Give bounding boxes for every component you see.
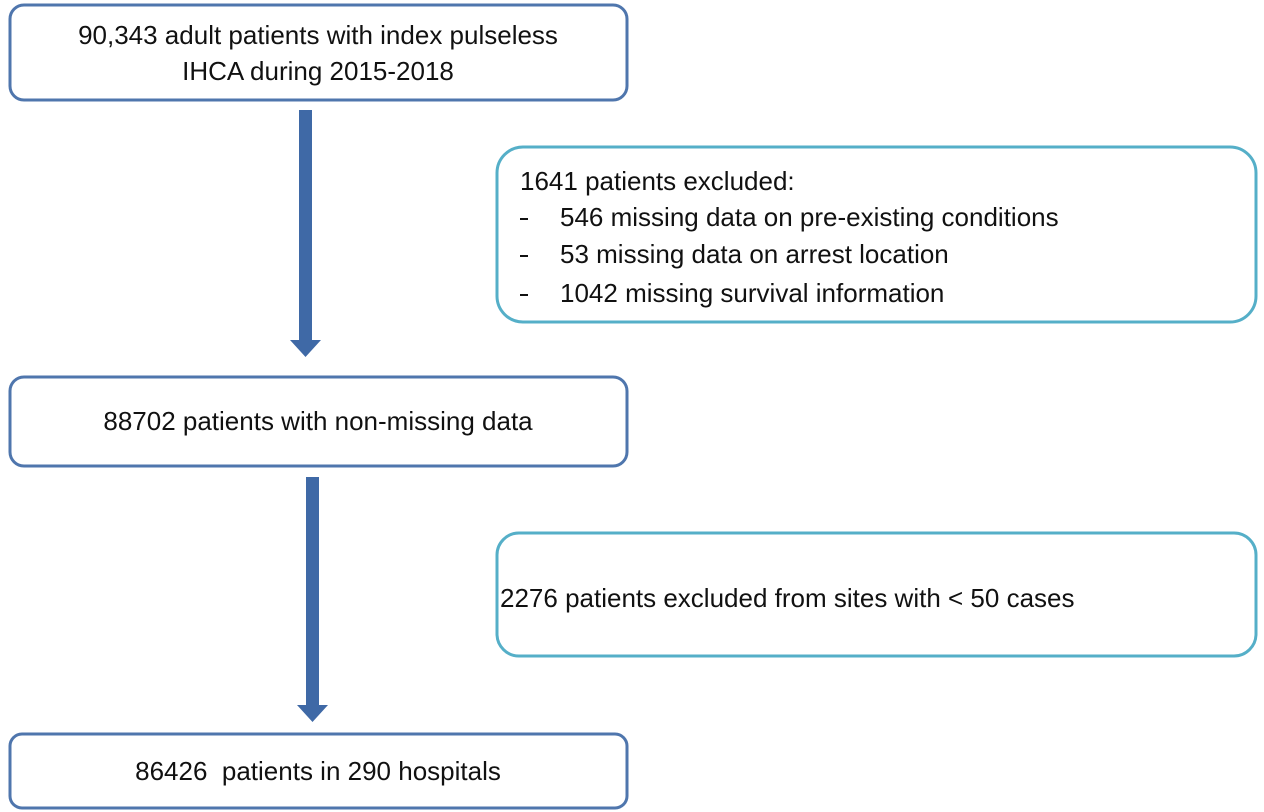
node-box xyxy=(8,3,629,102)
exclusion-item: 53 missing data on arrest location xyxy=(560,239,949,269)
exclusion-item: 1042 missing survival information xyxy=(560,278,944,308)
exclusion-heading: 1641 patients excluded: xyxy=(520,166,795,196)
exclusion-box xyxy=(495,531,1258,658)
exclusion-box xyxy=(495,145,1258,324)
arrow-shaft xyxy=(306,477,319,707)
arrow-head xyxy=(297,705,328,722)
node-box xyxy=(8,375,629,468)
node-text: 88702 patients with non-missing data xyxy=(103,406,533,436)
arrow-head xyxy=(290,340,321,357)
node-text: IHCA during 2015-2018 xyxy=(182,56,454,86)
node-text: 86426 patients in 290 hospitals xyxy=(135,756,501,786)
node-box xyxy=(8,732,629,810)
node-text: 90,343 adult patients with index pulsele… xyxy=(78,20,558,50)
exclusion-heading: 2276 patients excluded from sites with <… xyxy=(500,583,1075,613)
exclusion-item: 546 missing data on pre-existing conditi… xyxy=(560,202,1059,232)
arrow-shaft xyxy=(299,110,312,342)
